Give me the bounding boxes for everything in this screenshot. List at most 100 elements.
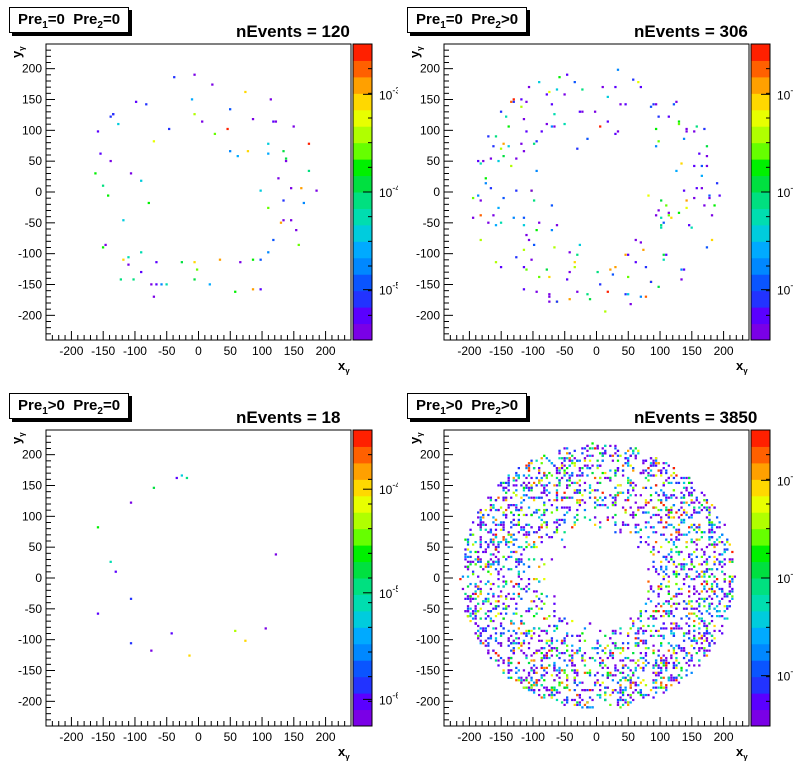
density-cell [731,560,734,563]
density-cell [726,541,729,544]
density-cell [568,474,571,477]
density-cell [586,454,589,457]
density-cell [685,615,688,618]
density-cell [520,578,523,581]
density-cell [665,659,668,662]
density-cell [715,526,719,529]
density-cell [505,516,508,519]
density-cell [647,647,650,650]
density-cell [479,528,482,531]
density-cell [688,632,691,635]
density-cell [670,629,673,633]
density-cell [532,496,536,499]
x-tick-label: -100 [521,730,545,744]
density-cell [573,81,576,84]
density-cell [484,600,487,603]
density-cell [515,558,518,561]
density-cell [588,484,592,487]
density-cell [550,462,554,465]
density-cell [499,622,503,625]
density-cell [715,615,719,618]
density-cell [703,649,706,652]
density-cell [609,671,612,674]
density-cell [560,518,564,522]
density-cell [721,632,724,635]
density-cell [588,674,592,677]
density-cell [693,607,696,610]
density-cell [532,659,536,662]
density-cell [517,676,520,679]
density-cell [588,671,592,674]
density-cell [662,467,665,470]
density-cell [520,644,523,647]
density-cell [548,471,551,475]
density-cell [520,632,523,635]
colorbar-label: 10-4 [379,480,398,497]
density-cell [566,684,569,687]
density-cell [543,508,546,512]
density-cell [464,548,467,551]
density-cell [532,627,536,630]
density-cell [502,526,505,529]
density-cell [560,496,564,499]
density-cell [555,491,559,494]
density-cell [499,506,503,509]
density-cell [713,541,716,544]
density-cell [527,582,531,586]
density-cell [657,585,660,588]
density-cell [555,499,559,502]
density-cell [675,565,678,568]
density-cell [657,513,660,517]
density-cell [586,464,589,467]
density-cell [705,649,709,652]
density-cell [675,622,678,625]
density-cell [642,462,645,465]
density-cell [512,642,515,645]
density-cell [492,543,495,546]
density-cell [538,639,541,642]
density-cell [532,142,536,145]
x-tick-label: 50 [224,344,238,358]
density-cell [510,656,513,660]
density-cell [492,563,495,566]
density-cell [682,582,686,586]
density-cell [609,693,612,697]
density-cell [471,570,475,573]
density-cell [583,689,587,692]
density-cell [708,531,711,534]
density-cell [642,661,645,665]
density-cell [545,494,548,497]
density-cell [494,632,498,635]
density-cell [515,642,518,645]
density-cell [665,684,668,687]
density-cell [545,489,548,492]
density-cell [180,474,183,477]
density-cell [662,555,665,559]
density-cell [708,649,711,652]
density-cell [708,605,711,608]
density-cell [497,550,500,554]
density-cell [195,268,199,271]
density-cell [525,484,528,487]
density-cell [672,676,676,679]
density-cell [568,452,571,455]
density-cell [629,681,632,684]
density-cell [616,691,620,694]
density-cell [616,647,620,650]
density-cell [634,513,637,517]
density-cell [525,467,528,470]
density-cell [627,523,630,526]
y-tick-label: 100 [420,509,440,523]
density-cell [682,486,686,489]
density-cell [634,689,637,692]
density-cell [530,476,533,480]
density-cell [484,612,487,615]
density-cell [497,541,500,544]
density-cell [550,511,554,514]
density-cell [492,582,495,586]
density-cell [662,533,665,536]
density-cell [538,607,541,610]
density-cell [606,671,609,674]
density-cell [515,504,518,507]
density-cell [160,283,163,286]
